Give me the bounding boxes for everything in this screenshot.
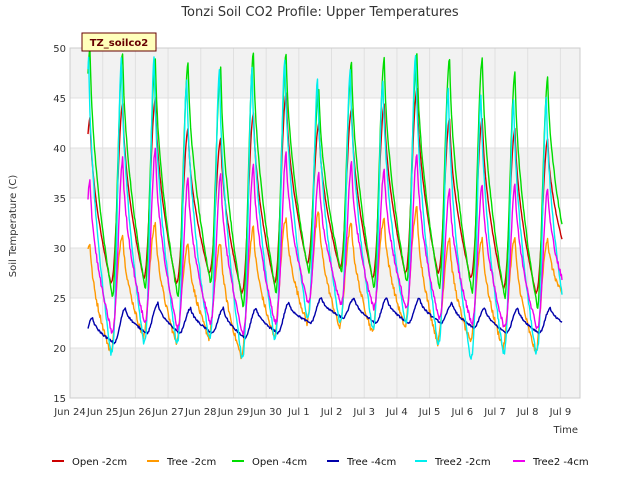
x-axis-title: Time xyxy=(553,425,578,436)
legend-item: Tree -4cm xyxy=(327,457,396,468)
legend-item: Tree2 -2cm xyxy=(415,457,491,468)
series-line xyxy=(87,297,563,345)
y-tick-label: 40 xyxy=(53,144,66,155)
chart-title: Tonzi Soil CO2 Profile: Upper Temperatur… xyxy=(180,5,459,20)
legend-label: Tree -4cm xyxy=(346,457,396,468)
y-tick-label: 25 xyxy=(53,294,66,305)
series-line xyxy=(87,87,563,295)
y-axis-title: Soil Temperature (C) xyxy=(8,175,19,278)
x-tick-label: Jul 5 xyxy=(418,407,441,418)
background-band xyxy=(70,48,580,98)
x-tick-label: Jul 4 xyxy=(385,407,408,418)
legend-label: Tree -2cm xyxy=(166,457,216,468)
legend-label: Open -4cm xyxy=(252,457,307,468)
site-tag-label: TZ_soilco2 xyxy=(90,38,149,49)
legend-item: Tree2 -4cm xyxy=(513,457,589,468)
background-band xyxy=(70,348,580,398)
x-tick-label: Jul 3 xyxy=(352,407,375,418)
x-tick-labels: Jun 24 Jun 25 Jun 26 Jun 27 Jun 28 Jun 29 Jun … xyxy=(53,407,571,418)
series-line xyxy=(87,48,563,309)
x-tick-label: Jun 29 xyxy=(217,407,250,418)
series-line xyxy=(87,205,563,360)
x-tick-label: Jun 25 xyxy=(86,407,119,418)
legend-label: Tree2 -2cm xyxy=(434,457,491,468)
y-tick-label: 30 xyxy=(53,244,66,255)
y-tick-label: 20 xyxy=(53,344,66,355)
x-tick-label: Jun 26 xyxy=(119,407,152,418)
legend-item: Open -4cm xyxy=(232,457,307,468)
plot-frame xyxy=(69,47,581,399)
legend-label: Tree2 -4cm xyxy=(532,457,589,468)
legend-item: Open -2cm xyxy=(52,457,127,468)
y-tick-label: 50 xyxy=(53,44,66,55)
x-tick-label: Jun 24 xyxy=(53,407,86,418)
legend: Open -2cm Tree -2cm Open -4cm Tree -4cm Tree… xyxy=(52,457,589,468)
y-tick-labels: 15 20 25 30 35 40 45 50 xyxy=(53,44,66,405)
y-tick-label: 45 xyxy=(53,94,66,105)
series-line xyxy=(87,147,563,336)
series-line xyxy=(87,54,563,360)
x-tick-label: Jul 9 xyxy=(549,407,572,418)
x-tick-label: Jun 27 xyxy=(151,407,184,418)
site-tag: TZ_soilco2 xyxy=(81,32,157,52)
x-tick-label: Jul 7 xyxy=(483,407,506,418)
x-tick-label: Jul 8 xyxy=(516,407,539,418)
y-tick-label: 35 xyxy=(53,194,66,205)
x-tick-label: Jul 6 xyxy=(451,407,474,418)
x-tick-label: Jul 2 xyxy=(320,407,343,418)
x-tick-label: Jun 30 xyxy=(249,407,282,418)
legend-label: Open -2cm xyxy=(72,457,127,468)
series-lines xyxy=(87,48,563,360)
y-tick-label: 15 xyxy=(53,394,66,405)
x-tick-label: Jul 1 xyxy=(287,407,310,418)
x-tick-label: Jun 28 xyxy=(184,407,217,418)
legend-item: Tree -2cm xyxy=(147,457,216,468)
